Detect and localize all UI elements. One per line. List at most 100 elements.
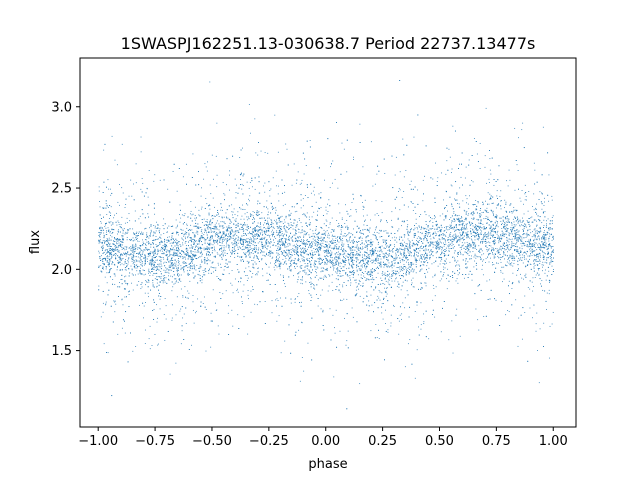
data-point (228, 246, 230, 248)
data-point (490, 227, 492, 229)
data-point (442, 213, 444, 215)
data-point (359, 254, 361, 256)
data-point (532, 317, 533, 319)
data-point (502, 243, 504, 245)
data-point (365, 239, 367, 241)
data-point (457, 282, 459, 284)
data-point (221, 237, 223, 239)
data-point (433, 218, 435, 220)
data-point (342, 261, 344, 263)
data-point (552, 269, 554, 270)
data-point (328, 285, 330, 287)
data-point (119, 204, 120, 206)
data-point (125, 288, 126, 290)
data-point (415, 272, 417, 274)
data-point (201, 282, 203, 284)
data-point (524, 251, 526, 253)
data-point (280, 263, 282, 265)
data-point (371, 255, 373, 257)
data-point (279, 268, 281, 270)
data-point (233, 231, 235, 233)
data-point (298, 229, 300, 230)
data-point (281, 231, 283, 232)
data-point (356, 244, 358, 246)
data-point (361, 264, 363, 266)
data-point (104, 250, 106, 252)
data-point (122, 257, 124, 259)
data-point (346, 171, 348, 173)
data-point (189, 256, 191, 258)
data-point (529, 255, 531, 256)
data-point (460, 235, 462, 237)
data-point (138, 231, 140, 233)
data-point (508, 232, 510, 234)
data-point (240, 277, 242, 279)
data-point (420, 238, 422, 240)
data-point (311, 256, 313, 258)
data-point (467, 246, 469, 248)
data-point (374, 183, 376, 185)
data-point (345, 250, 347, 252)
data-point (429, 221, 430, 223)
data-point (205, 350, 207, 352)
data-point (343, 260, 345, 262)
data-point (134, 245, 136, 247)
data-point (441, 172, 443, 174)
data-point (177, 273, 179, 275)
data-point (403, 176, 405, 178)
data-point (201, 229, 203, 231)
data-point (125, 267, 127, 269)
data-point (276, 222, 278, 224)
data-point (446, 278, 448, 280)
data-point (335, 242, 337, 243)
data-point (106, 214, 108, 215)
data-point (455, 237, 457, 239)
data-point (259, 232, 261, 234)
data-point (268, 253, 270, 255)
data-point (379, 246, 381, 248)
data-point (447, 210, 448, 212)
data-point (372, 250, 374, 252)
data-point (480, 259, 482, 261)
data-point (186, 224, 188, 226)
data-point (337, 237, 338, 239)
data-point (109, 253, 111, 255)
data-point (548, 200, 550, 202)
data-point (457, 274, 459, 276)
data-point (500, 241, 502, 243)
data-point (311, 296, 313, 298)
data-point (345, 344, 347, 346)
data-point (461, 242, 463, 244)
data-point (237, 240, 239, 242)
data-point (210, 346, 212, 348)
data-point (546, 220, 547, 222)
data-point (275, 257, 277, 259)
data-point (504, 228, 506, 230)
data-point (492, 212, 494, 214)
data-point (342, 286, 344, 288)
data-point (154, 239, 156, 241)
data-point (182, 257, 184, 259)
data-point (109, 252, 111, 254)
data-point (289, 318, 291, 320)
data-point (115, 253, 117, 255)
data-point (200, 235, 202, 237)
data-point (201, 259, 203, 261)
data-point (389, 245, 390, 247)
data-point (376, 226, 377, 228)
data-point (346, 268, 348, 270)
data-point (254, 233, 256, 235)
data-point (538, 235, 539, 237)
data-point (293, 206, 295, 208)
data-point (366, 245, 368, 247)
data-point (527, 287, 529, 288)
data-point (193, 242, 195, 244)
data-point (285, 234, 287, 236)
data-point (407, 343, 409, 345)
data-point (290, 224, 292, 226)
data-point (308, 290, 310, 292)
data-point (163, 258, 165, 260)
data-point (237, 314, 239, 316)
data-point (551, 236, 553, 238)
data-point (210, 235, 212, 237)
